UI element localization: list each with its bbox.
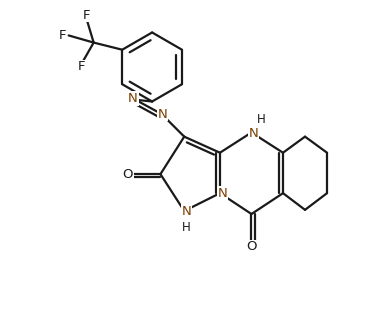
Text: F: F [59, 29, 67, 42]
Text: F: F [78, 61, 85, 74]
Text: N: N [249, 127, 259, 140]
Text: O: O [122, 168, 133, 181]
Text: H: H [257, 113, 265, 126]
Text: F: F [83, 9, 90, 22]
Text: N: N [128, 92, 138, 105]
Text: O: O [246, 240, 257, 253]
Text: N: N [182, 205, 192, 218]
Text: N: N [158, 108, 168, 121]
Text: N: N [217, 187, 227, 200]
Text: H: H [182, 221, 191, 234]
